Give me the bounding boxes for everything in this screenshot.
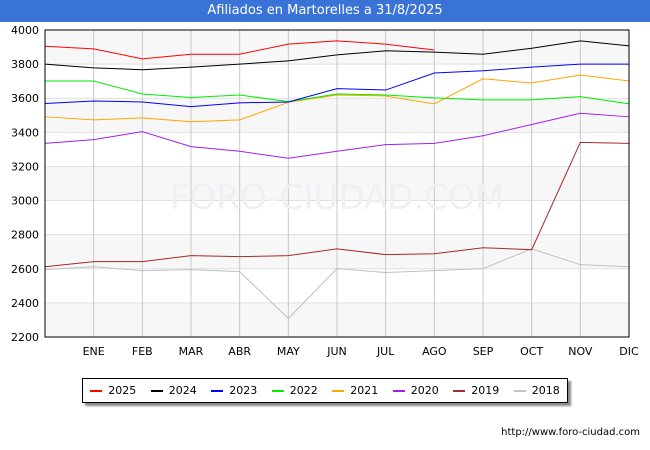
y-tick-label: 3000 [11, 195, 39, 208]
x-tick-label: OCT [520, 345, 543, 358]
legend-item-2022: 2022 [271, 384, 318, 397]
x-tick-label: FEB [132, 345, 153, 358]
legend-item-2019: 2019 [453, 384, 499, 397]
x-tick-label: DIC [619, 345, 639, 358]
legend-item-2025: 2025 [90, 384, 136, 397]
x-tick-label: SEP [473, 345, 494, 358]
legend-swatch [271, 389, 284, 392]
series-line-2023 [44, 63, 629, 108]
y-tick-label: 2400 [11, 297, 39, 310]
legend-label: 2025 [108, 384, 137, 397]
y-tick-label: 3800 [11, 58, 39, 71]
legend-label: 2024 [168, 384, 197, 397]
series-line-2022 [45, 80, 630, 105]
x-tick-label: AGO [422, 345, 447, 358]
y-tick-label: 3600 [11, 92, 39, 105]
legend-label: 2022 [289, 384, 318, 397]
legend-label: 2021 [350, 384, 379, 397]
x-tick-label: NOV [568, 345, 593, 358]
legend-item-2023: 2023 [211, 384, 257, 397]
legend: 2025 2024 2023 2022 2021 2020 2019 2018 [82, 378, 568, 403]
watermark: FORO-CIUDAD.COM [170, 178, 504, 218]
x-tick-label: MAY [277, 345, 300, 358]
series-line-2020 [44, 112, 630, 159]
series-line-2021 [44, 74, 630, 123]
y-tick-label: 2800 [11, 229, 39, 242]
x-tick-label: JUN [326, 345, 347, 358]
legend-swatch [90, 389, 103, 392]
legend-label: 2019 [471, 384, 500, 397]
legend-swatch [211, 389, 224, 392]
x-tick-label: ENE [83, 345, 105, 358]
legend-item-2021: 2021 [332, 384, 378, 397]
y-tick-label: 2200 [11, 331, 39, 344]
y-tick-label: 4000 [11, 24, 39, 37]
series-line-2019 [44, 141, 630, 268]
source-url[interactable]: http://www.foro-ciudad.com [501, 427, 640, 438]
x-tick-label: MAR [179, 345, 204, 358]
x-tick-label: ABR [228, 345, 251, 358]
x-tick-label: JUL [376, 345, 395, 358]
legend-swatch [332, 389, 345, 392]
series-line-2025 [44, 40, 435, 60]
y-tick-label: 2600 [11, 263, 39, 276]
legend-swatch [513, 389, 526, 392]
legend-swatch [392, 389, 405, 392]
chart-title: Afiliados en Martorelles a 31/8/2025 [0, 0, 650, 22]
legend-item-2024: 2024 [150, 384, 197, 397]
y-tick-label: 3200 [11, 160, 39, 173]
legend-label: 2018 [531, 384, 560, 397]
legend-label: 2023 [229, 384, 258, 397]
plot-border [44, 29, 630, 338]
series-line-2024 [44, 40, 630, 71]
legend-item-2020: 2020 [392, 384, 439, 397]
legend-item-2018: 2018 [513, 384, 560, 397]
legend-swatch [453, 389, 466, 392]
legend-label: 2020 [410, 384, 439, 397]
y-tick-label: 3400 [11, 126, 39, 139]
legend-swatch [150, 389, 163, 392]
